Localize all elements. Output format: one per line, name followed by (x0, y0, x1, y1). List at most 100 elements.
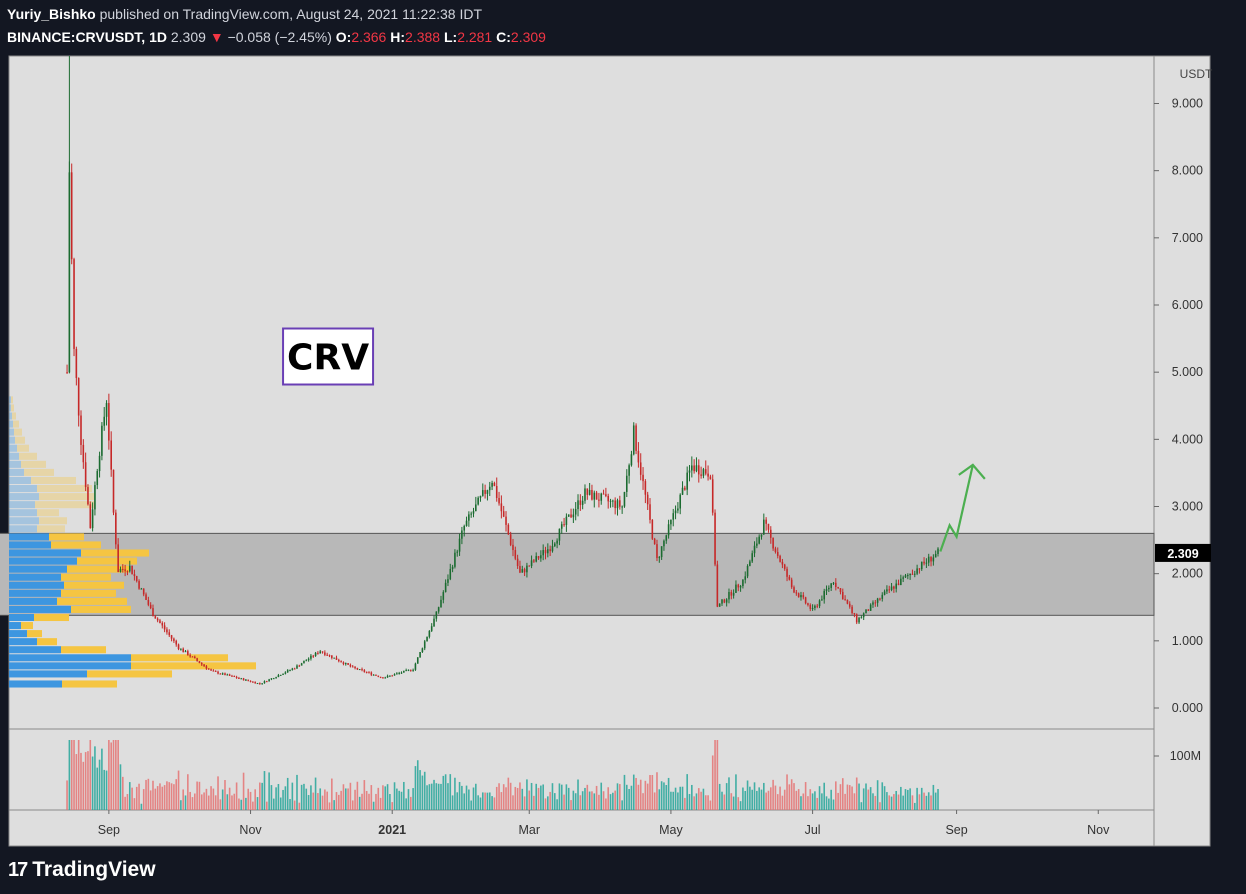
volume-bar (421, 775, 424, 810)
candle-body (110, 440, 112, 470)
candle-body (684, 487, 686, 490)
volume-bar (361, 793, 363, 810)
volume-bar (851, 786, 853, 810)
candle-body (484, 490, 486, 494)
volume-profile-sell-bar (87, 670, 172, 678)
candle-body (426, 636, 428, 642)
volume-profile-sell-bar (131, 662, 256, 670)
candle-body (790, 579, 793, 588)
volume-bar (739, 801, 742, 810)
volume-bar (674, 787, 677, 810)
candle-body (447, 579, 449, 583)
candle-body (419, 652, 421, 658)
candle-body (625, 475, 628, 492)
candle-body (163, 625, 166, 630)
volume-bar (932, 784, 935, 810)
volume-bar (217, 776, 219, 810)
candle-body (763, 519, 765, 535)
candle-body (927, 556, 930, 563)
candle-body (305, 660, 308, 662)
candle-body (454, 552, 456, 567)
candle-body (598, 499, 600, 501)
volume-bar (879, 802, 881, 810)
volume-bar (296, 774, 298, 810)
candle-body (918, 568, 921, 570)
volume-bar (451, 795, 454, 810)
volume-bar (704, 795, 707, 810)
volume-bar (563, 794, 565, 810)
volume-bar (331, 778, 333, 810)
candle-body (391, 675, 394, 677)
volume-bar (310, 785, 312, 810)
volume-profile-sell-bar (64, 581, 124, 589)
volume-bar (677, 792, 679, 810)
candle-body (235, 676, 238, 678)
volume-bar (347, 788, 349, 810)
volume-bar (233, 793, 236, 810)
candle-body (173, 638, 175, 641)
candle-body (841, 591, 844, 600)
volume-bar (570, 800, 572, 810)
volume-bar (463, 793, 466, 810)
candle-body (718, 603, 721, 607)
candle-body (774, 548, 777, 552)
volume-bar (486, 792, 489, 810)
volume-bar (818, 786, 821, 810)
volume-bar (509, 782, 512, 810)
candle-body (140, 588, 143, 590)
volume-bar (619, 784, 621, 810)
volume-profile-sell-bar (31, 476, 76, 485)
candle-body (101, 425, 103, 456)
volume-profile-buy-bar (9, 428, 14, 436)
volume-bar (814, 791, 816, 810)
volume-bar (344, 788, 347, 810)
candle-body (94, 485, 96, 510)
volume-bar (317, 793, 319, 810)
volume-profile-buy-bar (9, 646, 61, 654)
candle-body (138, 581, 140, 589)
candle-body (665, 535, 668, 541)
volume-bar (786, 774, 788, 810)
volume-bar (816, 797, 819, 810)
price-tick-label: 3.000 (1172, 500, 1203, 514)
volume-bar (735, 774, 737, 810)
volume-bar (514, 786, 517, 810)
candle-body (804, 597, 807, 604)
volume-bar (646, 783, 649, 810)
candle-body (152, 608, 154, 617)
candle-body (686, 472, 688, 490)
tradingview-brand[interactable]: 17 TradingView (8, 858, 156, 882)
volume-bar (166, 781, 168, 810)
candle-body (818, 600, 821, 607)
volume-bar (913, 802, 916, 810)
volume-bar (314, 777, 317, 810)
chart-attribution: Yuriy_Bishko published on TradingView.co… (7, 6, 482, 22)
candle-body (937, 548, 939, 554)
candle-body (793, 587, 795, 593)
candle-body (553, 543, 556, 547)
volume-bar (454, 777, 456, 810)
candle-body (149, 604, 152, 609)
candle-body (707, 473, 709, 477)
volume-bar (621, 800, 623, 810)
candle-body (421, 648, 424, 653)
volume-bar (679, 786, 682, 810)
candle-body (407, 669, 410, 671)
volume-bar (219, 799, 222, 810)
volume-bar (226, 794, 229, 810)
symbol-name[interactable]: BINANCE:CRVUSDT, 1D (7, 29, 167, 45)
candle-body (560, 524, 563, 529)
candle-body (779, 555, 781, 562)
candle-body (184, 651, 187, 653)
candle-body (509, 534, 512, 545)
volume-profile-sell-bar (15, 436, 25, 444)
author-name[interactable]: Yuriy_Bishko (7, 6, 96, 22)
candle-body (630, 454, 633, 466)
candle-body (800, 595, 802, 598)
volume-bar (319, 788, 322, 810)
volume-profile-buy-bar (9, 680, 62, 688)
volume-bar (862, 788, 865, 810)
candle-body (869, 604, 872, 611)
time-axis (8, 809, 1155, 847)
